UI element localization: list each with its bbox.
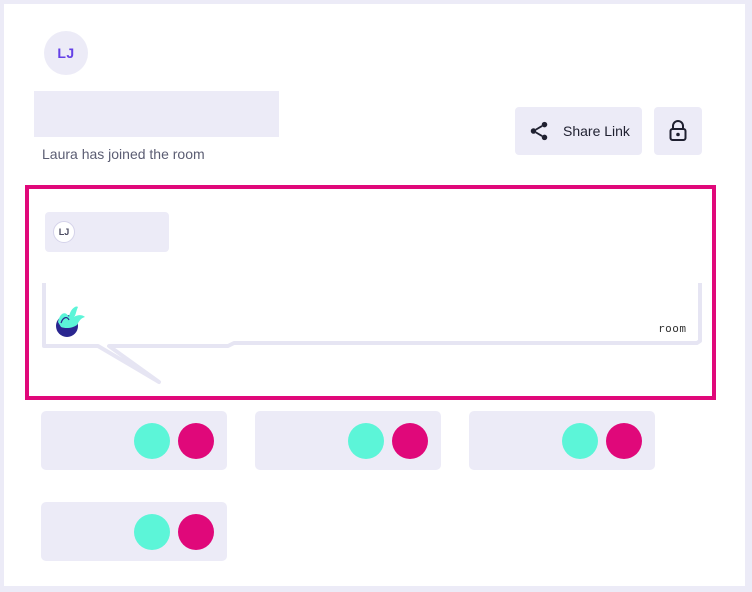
status-dot-teal: [134, 423, 170, 459]
participant-chip-avatar: LJ: [53, 221, 75, 243]
avatar-initials: LJ: [57, 45, 75, 61]
status-dot-pink: [178, 423, 214, 459]
message-text: room: [658, 322, 687, 335]
status-dot-teal: [562, 423, 598, 459]
status-dot-pink: [392, 423, 428, 459]
user-avatar[interactable]: LJ: [44, 31, 88, 75]
name-placeholder-box: [34, 91, 279, 137]
status-dot-pink: [606, 423, 642, 459]
participant-card[interactable]: [255, 411, 441, 470]
participant-card[interactable]: [41, 411, 227, 470]
status-dot-teal: [348, 423, 384, 459]
share-icon: [530, 121, 548, 141]
join-status-message: Laura has joined the room: [42, 146, 205, 162]
plant-logo-icon: [56, 306, 85, 337]
participant-card[interactable]: [41, 502, 227, 561]
participant-chip-initials: LJ: [58, 227, 70, 237]
lock-icon: [669, 120, 687, 141]
lock-room-button[interactable]: [654, 107, 702, 155]
speech-bubble: [42, 283, 702, 384]
participant-card[interactable]: [469, 411, 655, 470]
share-link-button[interactable]: Share Link: [515, 107, 642, 155]
status-dot-pink: [178, 514, 214, 550]
status-dot-teal: [134, 514, 170, 550]
share-link-label: Share Link: [563, 123, 630, 139]
